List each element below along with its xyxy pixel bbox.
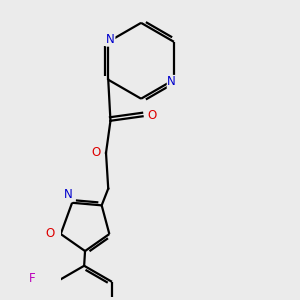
Text: N: N [64, 188, 73, 201]
Text: O: O [148, 109, 157, 122]
Text: O: O [45, 226, 54, 240]
Text: N: N [106, 33, 115, 46]
Text: N: N [167, 76, 176, 88]
Text: O: O [92, 146, 101, 158]
Text: F: F [28, 272, 35, 285]
